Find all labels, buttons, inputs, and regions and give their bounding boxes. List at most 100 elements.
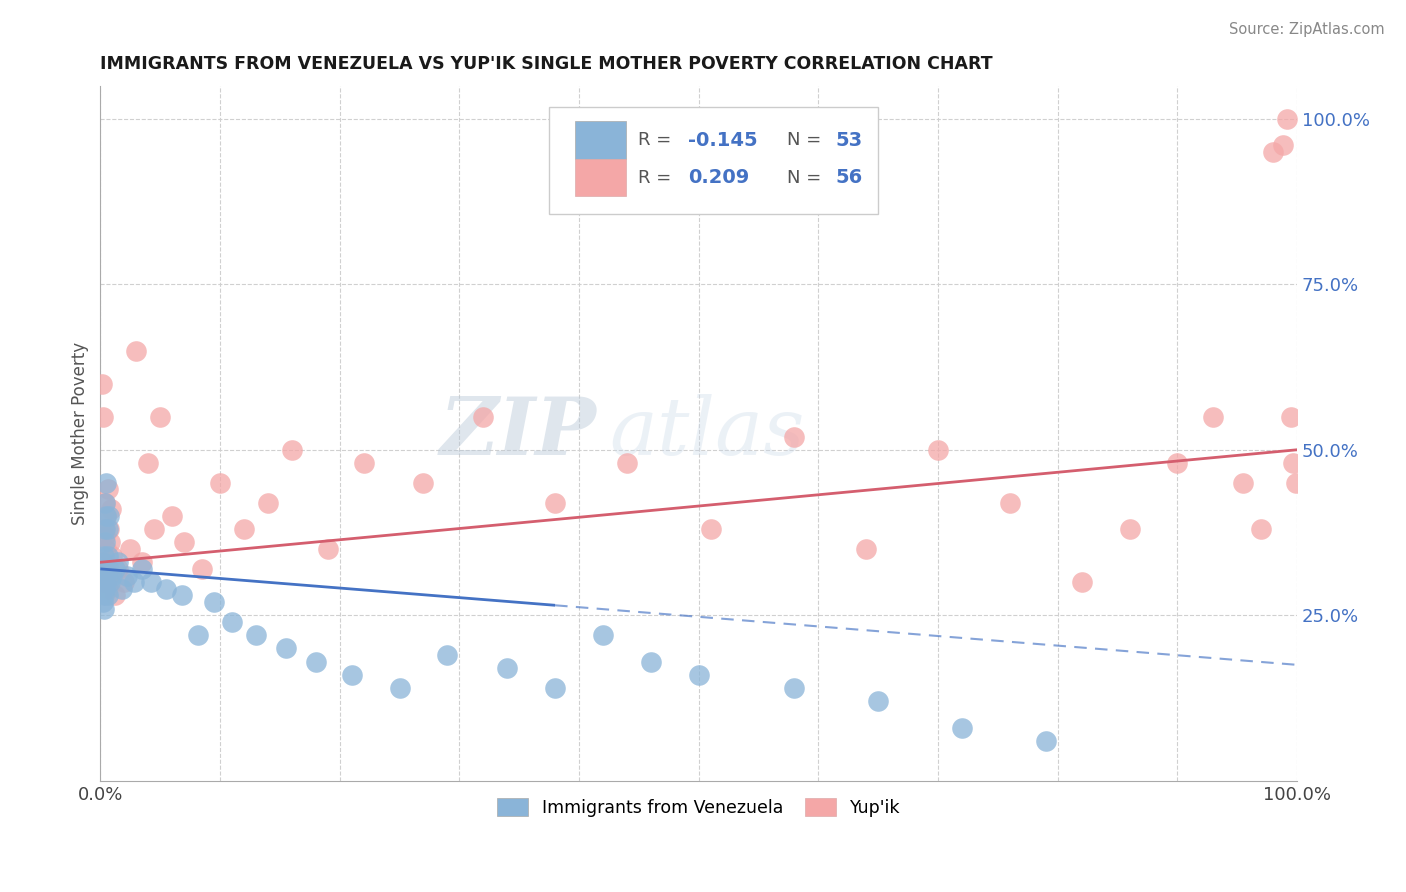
Point xyxy=(496,661,519,675)
Point xyxy=(340,667,363,681)
Point xyxy=(107,562,129,576)
Point xyxy=(96,575,118,590)
Point xyxy=(96,542,118,557)
Point xyxy=(1070,575,1092,590)
Point xyxy=(143,522,166,536)
Point xyxy=(122,575,145,590)
Point xyxy=(97,562,120,576)
Text: atlas: atlas xyxy=(609,394,804,472)
Point xyxy=(91,575,114,590)
Text: 53: 53 xyxy=(835,130,862,150)
Point xyxy=(97,522,120,536)
Point xyxy=(688,667,710,681)
Point xyxy=(94,582,117,596)
Y-axis label: Single Mother Poverty: Single Mother Poverty xyxy=(72,342,89,524)
Point xyxy=(91,595,114,609)
Point xyxy=(96,475,118,490)
Point xyxy=(592,628,614,642)
Point xyxy=(257,496,280,510)
Text: IMMIGRANTS FROM VENEZUELA VS YUP'IK SINGLE MOTHER POVERTY CORRELATION CHART: IMMIGRANTS FROM VENEZUELA VS YUP'IK SING… xyxy=(100,55,993,73)
Point xyxy=(544,496,567,510)
FancyBboxPatch shape xyxy=(550,107,879,214)
Point xyxy=(316,542,339,557)
Point xyxy=(94,535,117,549)
Point xyxy=(187,628,209,642)
FancyBboxPatch shape xyxy=(575,121,626,159)
Point xyxy=(245,628,267,642)
Text: 0.209: 0.209 xyxy=(688,168,749,187)
Point xyxy=(1118,522,1140,536)
Point xyxy=(96,508,118,523)
Point xyxy=(1282,456,1305,470)
Point xyxy=(131,562,153,576)
Point xyxy=(98,575,121,590)
Point xyxy=(112,575,135,590)
Point xyxy=(111,582,134,596)
Point xyxy=(104,562,127,576)
Point xyxy=(94,562,117,576)
Point xyxy=(93,568,115,582)
Text: -0.145: -0.145 xyxy=(688,130,758,150)
Point xyxy=(1166,456,1188,470)
Point xyxy=(1277,112,1299,126)
Point xyxy=(91,409,114,424)
Point xyxy=(208,475,231,490)
Point xyxy=(855,542,877,557)
Point xyxy=(1250,522,1272,536)
Point xyxy=(93,588,115,602)
Point xyxy=(101,549,124,563)
Text: 56: 56 xyxy=(835,168,862,187)
Point xyxy=(1202,409,1225,424)
Point xyxy=(1279,409,1302,424)
Point xyxy=(91,555,114,569)
Point xyxy=(136,456,159,470)
Point xyxy=(93,575,115,590)
Text: R =: R = xyxy=(638,131,676,149)
Point xyxy=(91,562,114,576)
Text: R =: R = xyxy=(638,169,676,186)
Point xyxy=(436,648,458,662)
Point xyxy=(94,496,117,510)
Point xyxy=(97,508,120,523)
Point xyxy=(1035,734,1057,748)
Point xyxy=(93,575,115,590)
Point xyxy=(950,721,973,735)
Point xyxy=(94,522,117,536)
Point xyxy=(96,549,118,563)
Point xyxy=(94,496,117,510)
Point xyxy=(93,601,115,615)
Point xyxy=(1285,475,1308,490)
Point xyxy=(202,595,225,609)
Point xyxy=(139,575,162,590)
Point xyxy=(1261,145,1284,159)
Point xyxy=(104,588,127,602)
Point xyxy=(412,475,434,490)
Point xyxy=(90,376,112,391)
Point xyxy=(91,555,114,569)
Point xyxy=(281,442,304,457)
Point xyxy=(131,555,153,569)
Point xyxy=(191,562,214,576)
Point xyxy=(640,655,662,669)
Point xyxy=(93,522,115,536)
Point xyxy=(96,508,118,523)
Text: N =: N = xyxy=(787,169,827,186)
Point xyxy=(783,429,806,443)
Point xyxy=(173,535,195,549)
Point xyxy=(274,641,297,656)
Point xyxy=(388,681,411,695)
Point xyxy=(155,582,177,596)
Point xyxy=(927,442,949,457)
FancyBboxPatch shape xyxy=(575,159,626,196)
Point xyxy=(221,615,243,629)
Point xyxy=(90,568,112,582)
Text: N =: N = xyxy=(787,131,827,149)
Point xyxy=(120,542,142,557)
Point xyxy=(93,549,115,563)
Point xyxy=(107,555,129,569)
Point xyxy=(1271,138,1294,153)
Point xyxy=(96,588,118,602)
Point xyxy=(616,456,638,470)
Point xyxy=(544,681,567,695)
Point xyxy=(96,483,118,497)
